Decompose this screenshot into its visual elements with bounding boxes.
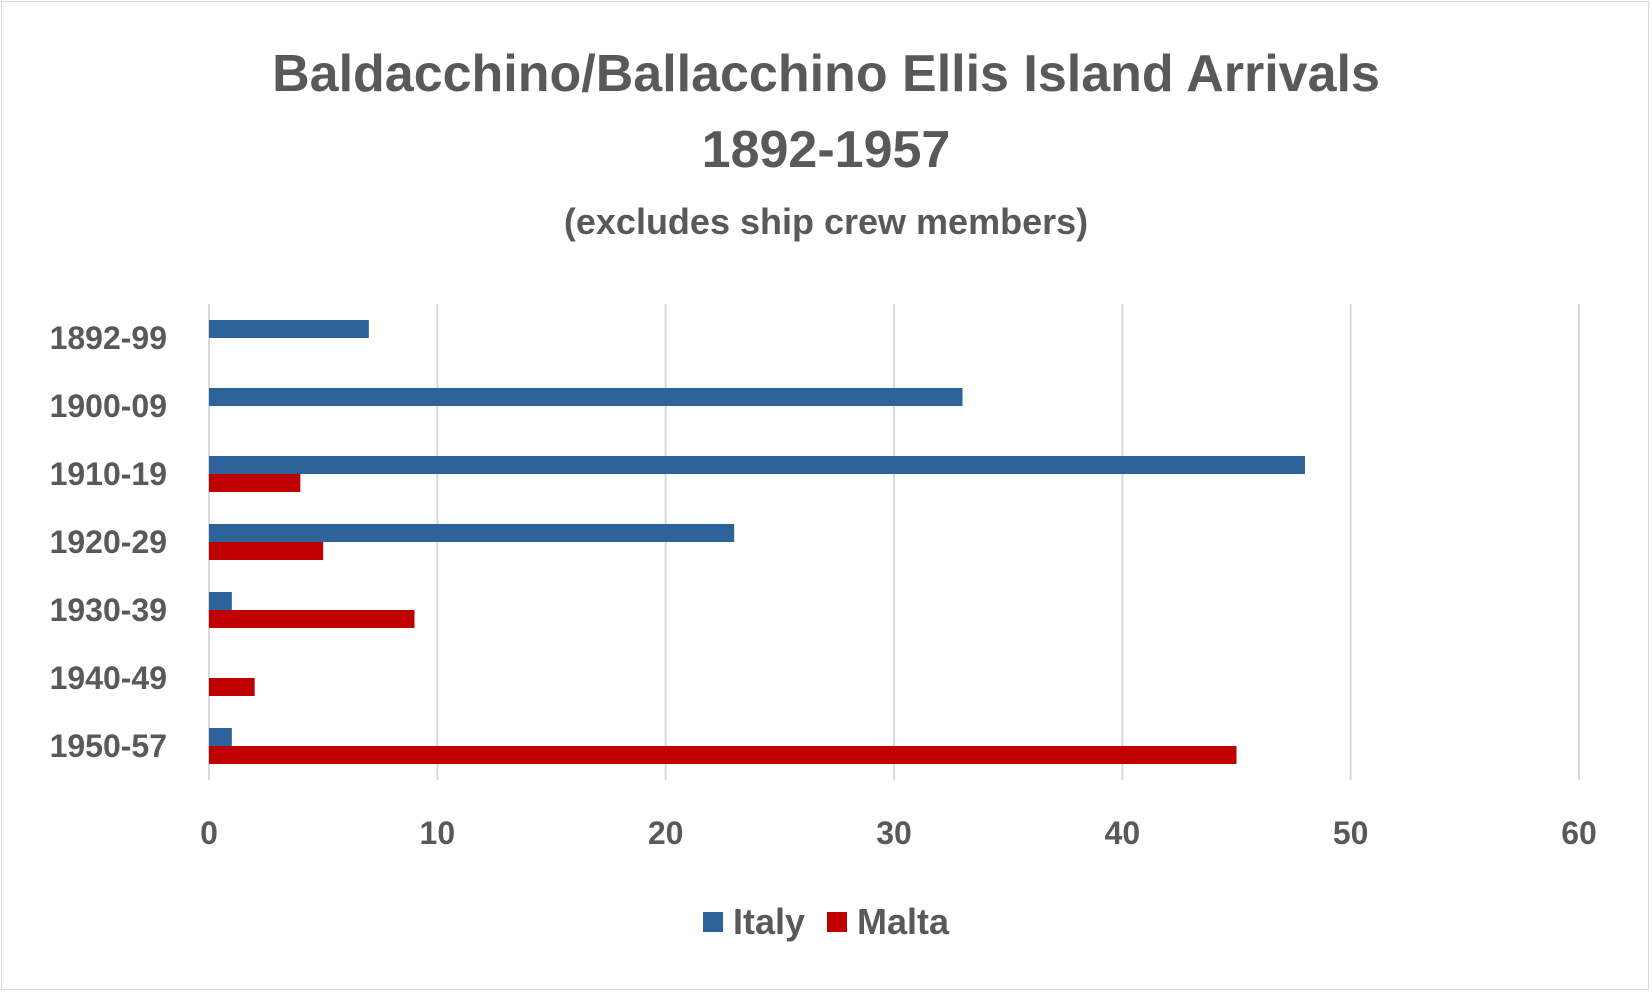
legend-swatch-malta: [827, 912, 847, 932]
bar-malta-1910-19: [209, 474, 301, 492]
x-tick-label-40: 40: [1105, 815, 1141, 851]
bar-italy-1892-99: [209, 320, 369, 338]
chart-subtitle: (excludes ship crew members): [563, 201, 1089, 242]
chart-title: Baldacchino/Ballacchino Ellis Island Arr…: [272, 45, 1380, 103]
y-tick-label-1892-99: 1892-99: [50, 320, 167, 356]
bar-malta-1920-29: [209, 542, 324, 560]
legend-swatch-italy: [702, 912, 723, 932]
y-tick-label-1920-29: 1920-29: [50, 524, 167, 560]
bar-malta-1940-49: [209, 678, 255, 696]
bar-italy-1910-19: [209, 456, 1305, 474]
y-tick-label-1900-09: 1900-09: [50, 388, 167, 424]
chart-legend: Italy Malta: [0, 900, 1652, 944]
y-tick-label-1950-57: 1950-57: [50, 728, 167, 764]
x-tick-label-10: 10: [420, 815, 456, 851]
bar-italy-1950-57: [209, 728, 232, 746]
y-tick-label-1930-39: 1930-39: [50, 592, 167, 628]
legend-item-italy: Italy: [702, 900, 805, 944]
chart-title-line2: 1892-1957: [701, 121, 951, 179]
y-tick-label-1940-49: 1940-49: [50, 660, 167, 696]
bar-malta-1930-39: [209, 610, 415, 628]
bar-italy-1900-09: [209, 388, 963, 406]
x-tick-label-50: 50: [1333, 815, 1369, 851]
bar-malta-1950-57: [209, 746, 1237, 764]
x-tick-label-20: 20: [648, 815, 684, 851]
x-tick-label-60: 60: [1561, 815, 1597, 851]
legend-item-malta: Malta: [827, 900, 949, 944]
legend-label-malta: Malta: [857, 901, 950, 942]
x-tick-label-30: 30: [876, 815, 912, 851]
x-tick-label-0: 0: [200, 815, 218, 851]
bar-italy-1930-39: [209, 592, 232, 610]
legend-label-italy: Italy: [732, 901, 805, 942]
bar-italy-1920-29: [209, 524, 735, 542]
y-tick-label-1910-19: 1910-19: [50, 456, 167, 492]
